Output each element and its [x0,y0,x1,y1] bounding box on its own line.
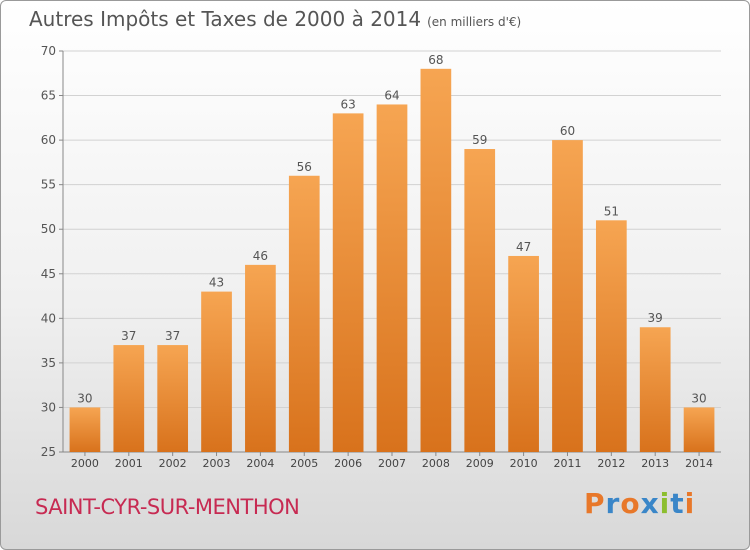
bar [376,104,408,452]
x-tick-label: 2000 [71,457,99,470]
y-tick-label: 25 [41,445,56,459]
bar [201,291,232,452]
bar [508,255,539,452]
bar-value-label: 68 [428,53,443,67]
commune-name: SAINT-CYR-SUR-MENTHON [35,495,300,519]
bar-value-label: 47 [516,240,531,254]
logo-letter: r [605,487,621,520]
y-tick-label: 50 [41,222,56,236]
bar [420,68,452,453]
bar [464,149,496,452]
chart-title-text: Autres Impôts et Taxes de 2000 à 2014 [29,7,422,31]
bar [69,407,101,452]
bar-value-label: 56 [297,160,312,174]
x-tick-label: 2012 [597,457,625,470]
proxiti-logo: Proxiti [584,487,695,520]
logo-letter: t [670,487,685,520]
bar-value-label: 37 [165,329,180,343]
bar-value-label: 63 [340,97,355,111]
x-tick-label: 2004 [246,457,274,470]
y-tick-label: 35 [41,356,56,370]
bar-value-label: 51 [604,204,619,218]
x-tick-label: 2001 [115,457,143,470]
y-tick-label: 60 [41,133,56,147]
x-tick-label: 2008 [422,457,450,470]
logo-letter: i [684,487,696,520]
unit-note: (en milliers d'€) [427,15,522,29]
x-tick-label: 2002 [159,457,187,470]
bar [332,113,364,452]
x-tick-label: 2010 [510,457,538,470]
bar [113,345,145,452]
bar [245,264,276,452]
bar [288,175,320,452]
bar-value-label: 60 [560,124,575,138]
bar-value-label: 39 [648,311,663,325]
bar [683,407,715,452]
bar [595,220,627,452]
logo-letter: o [620,487,641,520]
bar-value-label: 64 [384,88,399,102]
x-tick-label: 2013 [641,457,669,470]
y-tick-label: 40 [41,311,56,325]
logo-letter: P [584,487,606,520]
bar [157,345,189,452]
y-tick-label: 65 [41,89,56,103]
bar-value-label: 43 [209,276,224,290]
y-tick-label: 30 [41,400,56,414]
x-tick-label: 2003 [203,457,231,470]
bar-value-label: 46 [253,249,268,263]
bar-value-label: 30 [691,391,706,405]
x-tick-label: 2006 [334,457,362,470]
bar-value-label: 59 [472,133,487,147]
bar-value-label: 37 [121,329,136,343]
bar [552,140,583,452]
chart-title: Autres Impôts et Taxes de 2000 à 2014 (en… [29,7,521,31]
logo-letter: x [640,487,660,520]
logo-letter: i [659,487,671,520]
y-tick-label: 55 [41,178,56,192]
x-tick-label: 2007 [378,457,406,470]
bar [639,327,671,452]
x-tick-label: 2005 [290,457,318,470]
x-tick-label: 2009 [466,457,494,470]
y-tick-label: 70 [41,44,56,58]
y-tick-label: 45 [41,267,56,281]
x-tick-label: 2014 [685,457,713,470]
x-tick-label: 2011 [553,457,581,470]
bar-value-label: 30 [77,391,92,405]
